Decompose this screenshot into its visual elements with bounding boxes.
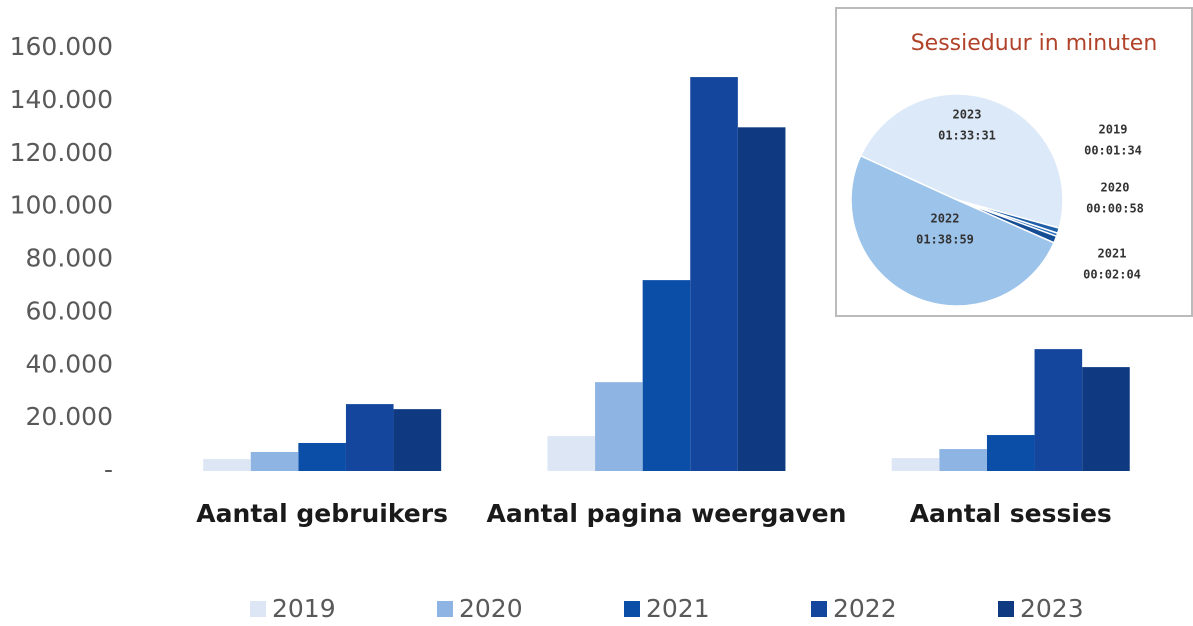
bar bbox=[891, 458, 940, 471]
pie-label: 2020 bbox=[1101, 181, 1130, 195]
bar bbox=[393, 409, 442, 471]
bar bbox=[737, 127, 786, 471]
legend-label: 2020 bbox=[459, 594, 523, 623]
pie-label: 2021 bbox=[1098, 247, 1127, 261]
bar bbox=[298, 442, 346, 471]
pie-label: 2022 bbox=[931, 212, 960, 226]
pie: 2023 01:33:31 2019 00:01:34 2020 00:00:58 2021… bbox=[850, 93, 1144, 307]
y-tick-label: 40.000 bbox=[26, 349, 113, 378]
pie-value-label: 00:02:04 bbox=[1083, 268, 1141, 282]
bar bbox=[547, 436, 596, 471]
y-tick-label: 140.000 bbox=[10, 85, 113, 114]
bar bbox=[642, 280, 691, 471]
legend-swatch bbox=[811, 601, 827, 617]
y-tick-label: 20.000 bbox=[26, 402, 113, 431]
y-tick-label: 160.000 bbox=[10, 32, 113, 61]
bar bbox=[986, 435, 1035, 471]
y-tick-label: - bbox=[104, 455, 113, 484]
x-tick-label: Aantal pagina weergaven bbox=[487, 499, 847, 528]
y-tick-label: 80.000 bbox=[26, 244, 113, 273]
legend-swatch bbox=[250, 601, 266, 617]
legend-label: 2019 bbox=[272, 594, 336, 623]
bar bbox=[1082, 367, 1130, 471]
y-tick-label: 120.000 bbox=[10, 138, 113, 167]
legend-label: 2021 bbox=[646, 594, 710, 623]
bar bbox=[345, 404, 394, 471]
pie-value-label: 00:01:34 bbox=[1084, 144, 1142, 158]
bar bbox=[250, 451, 299, 471]
bar bbox=[203, 459, 251, 471]
pie-value-label: 00:00:58 bbox=[1086, 202, 1144, 216]
bar bbox=[1034, 349, 1083, 471]
pie-slice bbox=[850, 154, 1055, 307]
legend-label: 2022 bbox=[833, 594, 897, 623]
bar bbox=[939, 449, 987, 471]
legend-label: 2023 bbox=[1020, 594, 1084, 623]
pie-value-label: 01:33:31 bbox=[938, 129, 996, 143]
legend-swatch bbox=[437, 601, 453, 617]
legend-swatch bbox=[998, 601, 1014, 617]
pie-title: Sessieduur in minuten bbox=[911, 31, 1158, 56]
y-tick-label: 60.000 bbox=[26, 296, 113, 325]
y-tick-label: 100.000 bbox=[10, 191, 113, 220]
pie-label: 2019 bbox=[1099, 123, 1128, 137]
bar bbox=[595, 382, 643, 471]
legend-swatch bbox=[624, 601, 640, 617]
pie-label: 2023 bbox=[953, 108, 982, 122]
x-tick-label: Aantal sessies bbox=[910, 499, 1112, 528]
pie-slice bbox=[859, 93, 1064, 230]
bar bbox=[690, 77, 738, 472]
x-tick-label: Aantal gebruikers bbox=[196, 499, 448, 528]
pie-value-label: 01:38:59 bbox=[916, 233, 974, 247]
